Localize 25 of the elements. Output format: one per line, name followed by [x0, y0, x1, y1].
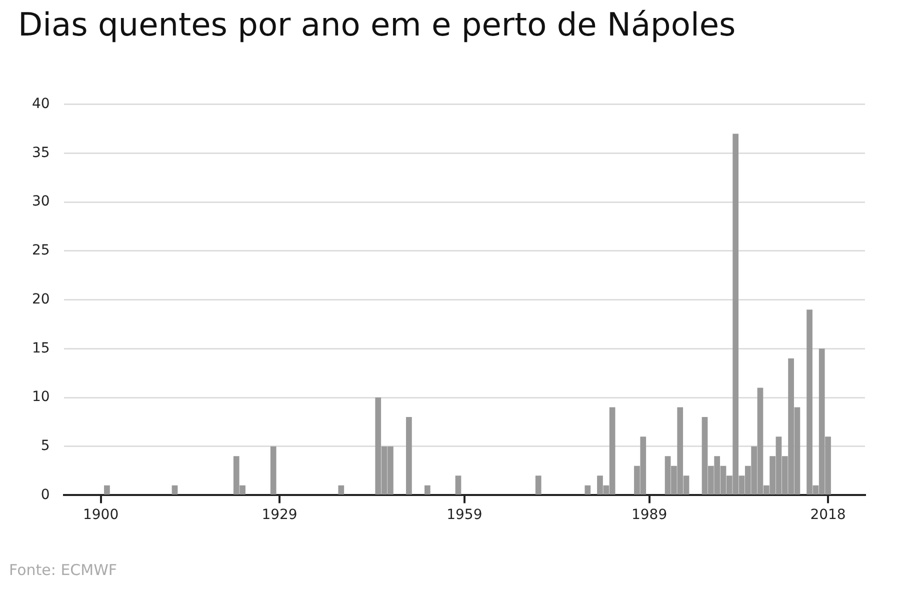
bar: [406, 417, 412, 494]
bar: [172, 485, 178, 494]
source-note: Fonte: ECMWF: [9, 561, 118, 579]
y-tick-label: 40: [32, 96, 50, 112]
y-tick-label: 10: [32, 389, 50, 406]
chart-title: Dias quentes por ano em e perto de Nápoles: [18, 6, 736, 44]
x-tick-label: 1989: [631, 507, 668, 524]
x-tick-label: 1900: [82, 507, 119, 524]
y-tick-label: 30: [32, 194, 50, 210]
bar: [104, 485, 110, 494]
y-tick-label: 0: [40, 486, 50, 503]
bar: [455, 476, 462, 494]
bar: [424, 485, 430, 494]
x-tick-label: 2018: [810, 507, 846, 524]
bar: [338, 485, 344, 494]
y-tick-label: 15: [32, 340, 50, 356]
y-tick-label: 35: [32, 144, 50, 161]
bar: [584, 485, 591, 494]
y-tick-label: 5: [40, 438, 50, 454]
bar: [535, 476, 542, 494]
y-tick-label: 25: [32, 242, 50, 259]
bar: [270, 446, 276, 494]
x-tick-label: 1959: [446, 507, 482, 524]
y-tick-label: 20: [32, 291, 50, 308]
x-tick-label: 1929: [262, 507, 298, 524]
